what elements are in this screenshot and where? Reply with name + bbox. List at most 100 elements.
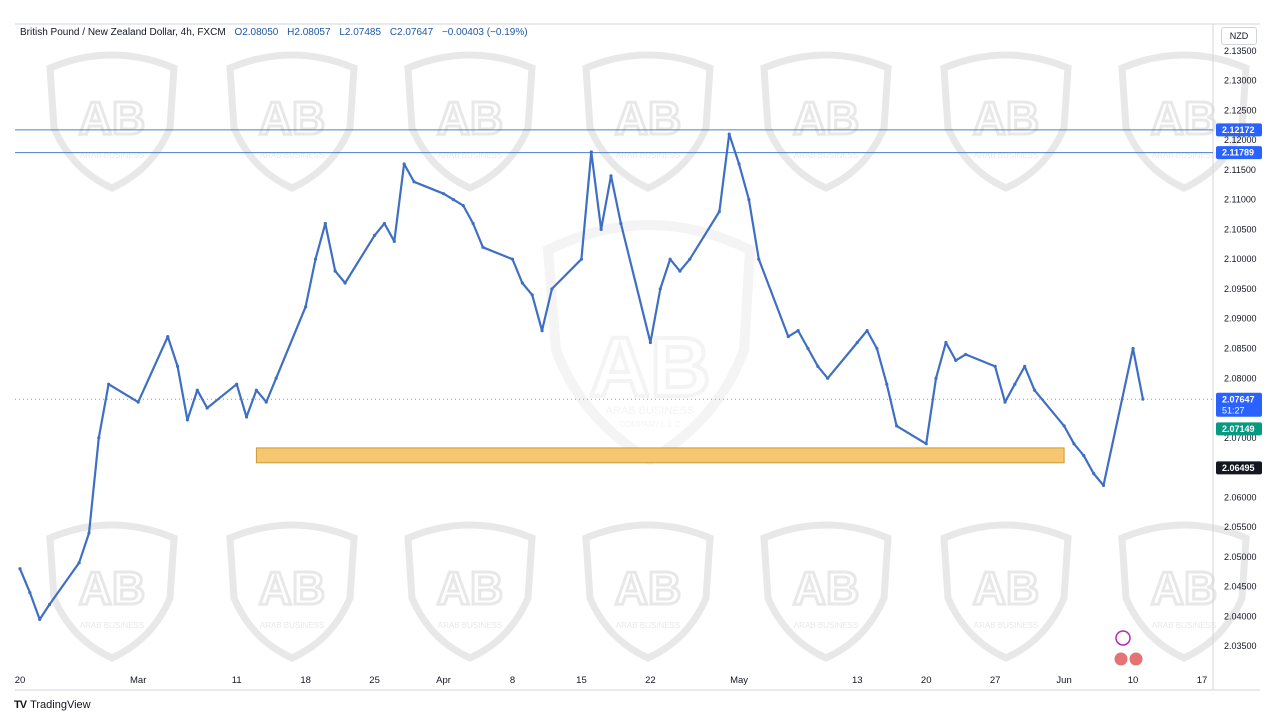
price-point <box>451 198 455 202</box>
watermark-shield <box>404 521 536 662</box>
price-point <box>136 400 140 404</box>
price-point <box>28 590 32 595</box>
y-tick-label: 2.10000 <box>1224 254 1257 264</box>
x-tick-label: 11 <box>232 675 242 686</box>
y-tick-label: 2.13000 <box>1224 76 1257 86</box>
price-point <box>579 257 584 261</box>
price-label-text: 2.11789 <box>1222 148 1254 158</box>
price-label-text: 2.07647 <box>1222 394 1255 404</box>
watermark-brand-text: ARAB BUSINESS <box>1152 151 1216 160</box>
x-tick-label: 8 <box>510 675 515 686</box>
watermark-brand-text: ARAB BUSINESS <box>260 151 324 160</box>
open-value: O2.08050 <box>234 27 279 38</box>
watermark-brand-text: ARAB BUSINESS <box>794 151 858 160</box>
price-point <box>323 221 327 226</box>
price-point <box>176 364 180 368</box>
price-point <box>993 364 997 368</box>
price-point <box>18 567 22 571</box>
watermark-shield <box>582 51 714 192</box>
y-tick-label: 2.03500 <box>1224 641 1257 651</box>
price-point <box>540 329 544 333</box>
watermark-brand-text: ARAB BUSINESS <box>80 621 144 630</box>
watermark-logo-icon: AB ARAB BUSINESS <box>760 51 892 192</box>
price-point <box>954 358 958 362</box>
watermark-shield <box>404 51 536 192</box>
price-point <box>747 198 751 202</box>
watermark-monogram: AB <box>79 562 145 614</box>
watermark-shield <box>760 521 892 662</box>
price-point <box>1141 397 1145 401</box>
watermark-monogram: AB <box>793 562 859 614</box>
price-point <box>343 281 347 285</box>
watermark-monogram: AB <box>615 562 681 614</box>
watermark-logo-icon: AB ARAB BUSINESS <box>760 521 892 662</box>
watermark-brand-text: ARAB BUSINESS <box>438 151 502 160</box>
price-point <box>924 442 928 446</box>
price-point <box>1003 400 1007 404</box>
watermark-monogram: AB <box>973 562 1039 614</box>
price-point <box>373 233 377 237</box>
price-point <box>510 257 515 261</box>
price-point <box>38 617 42 621</box>
y-tick-label: 2.11000 <box>1224 195 1256 205</box>
low-value: L2.07485 <box>339 27 382 38</box>
price-label-text: 2.12172 <box>1222 125 1255 135</box>
tradingview-brand[interactable]: TV TradingView <box>14 699 91 711</box>
price-point <box>304 305 308 309</box>
y-tick-label: 2.09500 <box>1224 284 1257 294</box>
watermark-monogram: AB <box>259 92 325 144</box>
watermark-center-monogram: AB <box>589 320 710 414</box>
watermark-logo-icon: AB ARAB BUSINESS <box>226 51 358 192</box>
watermark-shield <box>1118 521 1250 662</box>
price-point <box>855 340 859 345</box>
y-tick-label: 2.05500 <box>1224 522 1257 532</box>
watermark-monogram: AB <box>1151 92 1217 144</box>
x-tick-label: Jun <box>1056 675 1071 686</box>
price-point <box>1131 346 1135 351</box>
watermark-logo-icon: AB ARAB BUSINESS <box>404 51 536 192</box>
currency-button[interactable]: NZD <box>1221 27 1257 45</box>
y-tick-label: 2.08000 <box>1224 373 1257 383</box>
y-tick-label: 2.04000 <box>1224 611 1257 621</box>
price-point <box>1023 364 1027 368</box>
watermark-shield <box>46 51 178 192</box>
price-label-box <box>1216 392 1262 417</box>
price-label-box <box>1216 123 1262 137</box>
countdown-label-text: 51:27 <box>1222 405 1245 415</box>
price-point <box>313 257 318 261</box>
price-point <box>107 382 111 386</box>
x-tick-label: 18 <box>300 675 311 686</box>
y-tick-label: 2.04500 <box>1224 582 1257 592</box>
watermark-logo-icon: AB ARAB BUSINESS <box>46 521 178 662</box>
price-point <box>185 418 190 422</box>
symbol-title: British Pound / New Zealand Dollar, 4h, … <box>20 27 226 38</box>
price-label-text: 2.06495 <box>1222 463 1255 473</box>
y-tick-label: 2.05000 <box>1224 552 1257 562</box>
price-point <box>412 180 416 184</box>
price-point <box>619 221 623 226</box>
y-tick-label: 2.12500 <box>1224 105 1257 115</box>
watermark-shield <box>940 521 1072 662</box>
price-point <box>757 257 761 261</box>
price-point <box>727 132 731 136</box>
price-point <box>87 531 91 535</box>
x-tick-label: 25 <box>369 675 380 686</box>
watermark-monogram: AB <box>259 562 325 614</box>
price-point <box>885 382 889 386</box>
y-tick-label: 2.06000 <box>1224 492 1257 502</box>
watermark-logo-icon: AB ARAB BUSINESS <box>226 521 358 662</box>
price-point <box>264 400 268 404</box>
price-point <box>97 436 101 440</box>
close-value: C2.07647 <box>389 27 434 38</box>
y-tick-label: 2.09000 <box>1224 314 1257 324</box>
price-point <box>1062 424 1066 428</box>
watermark-center-sub-text: COMPANY L.L.C <box>619 420 680 429</box>
change-value: −0.00403 (−0.19%) <box>441 27 528 38</box>
price-point <box>550 287 554 291</box>
x-tick-label: May <box>730 675 748 686</box>
price-point <box>195 388 199 392</box>
price-point <box>934 376 938 380</box>
price-point <box>806 346 810 351</box>
price-point <box>244 415 249 419</box>
